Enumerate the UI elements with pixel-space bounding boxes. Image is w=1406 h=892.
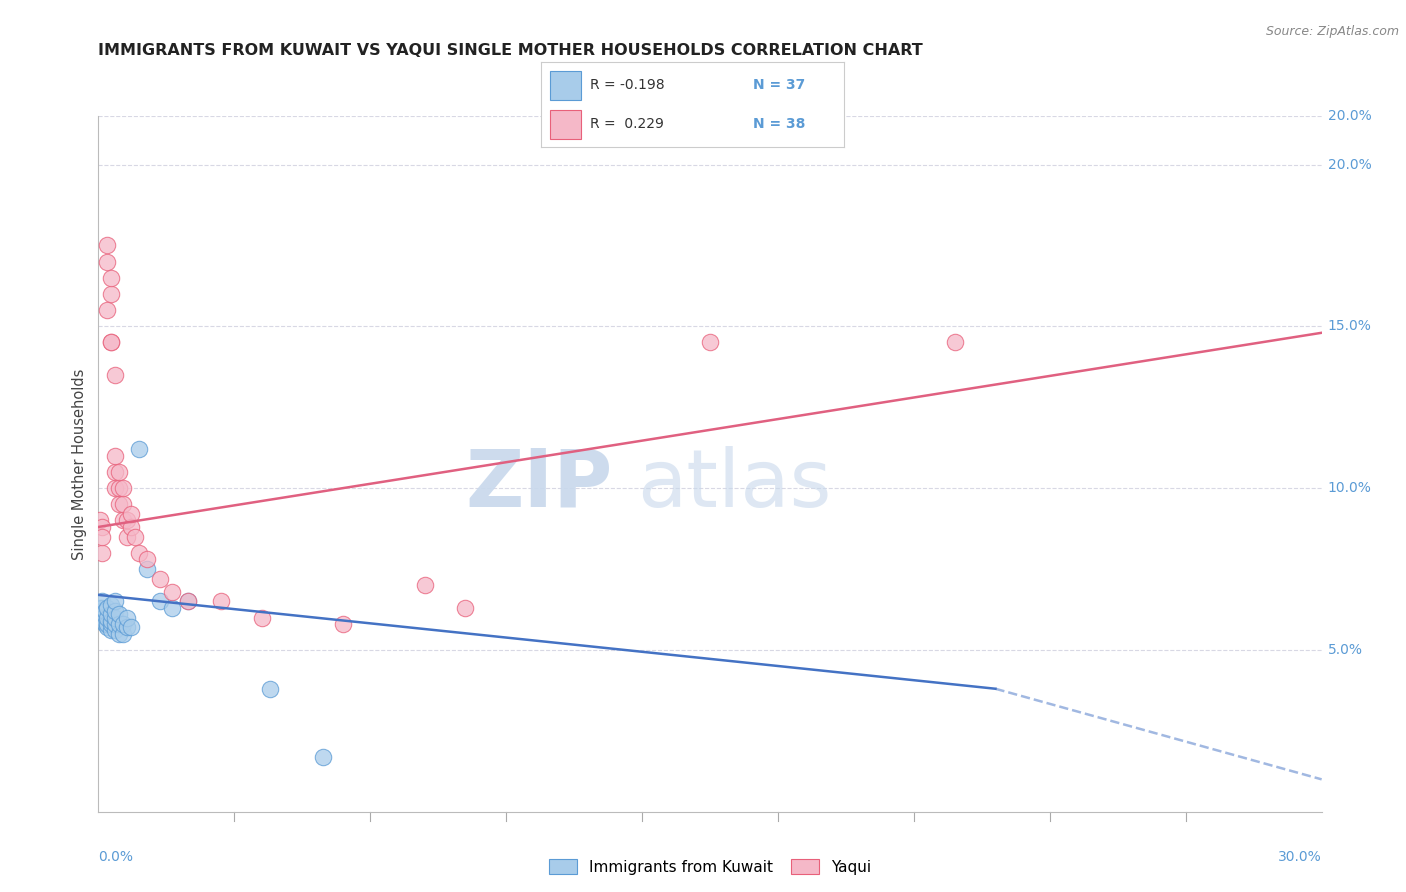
Point	[332, 617, 354, 632]
Point	[90, 520, 112, 534]
Point	[100, 335, 122, 350]
Point	[124, 530, 146, 544]
Point	[108, 617, 131, 632]
Point	[93, 617, 115, 632]
Text: N = 38: N = 38	[754, 118, 806, 131]
FancyBboxPatch shape	[550, 110, 581, 139]
Text: 15.0%: 15.0%	[1327, 319, 1372, 334]
Point	[100, 287, 122, 301]
Point	[177, 594, 200, 608]
Point	[104, 604, 127, 618]
Point	[108, 626, 131, 640]
Point	[100, 270, 122, 285]
Point	[128, 442, 150, 457]
Text: R =  0.229: R = 0.229	[589, 118, 664, 131]
Point	[104, 617, 127, 632]
Point	[104, 610, 127, 624]
Point	[120, 620, 142, 634]
Point	[93, 604, 115, 618]
Point	[115, 513, 138, 527]
Point	[100, 624, 122, 638]
Text: N = 37: N = 37	[754, 78, 806, 92]
Point	[413, 578, 436, 592]
Point	[104, 624, 127, 638]
Point	[111, 617, 134, 632]
Point	[149, 572, 172, 586]
Point	[91, 530, 114, 544]
Point	[312, 749, 335, 764]
Point	[100, 598, 122, 612]
Point	[96, 610, 118, 624]
Point	[115, 530, 138, 544]
Point	[100, 607, 122, 622]
Point	[91, 610, 114, 624]
Point	[91, 610, 114, 624]
Point	[96, 303, 118, 318]
Point	[91, 546, 114, 560]
Point	[111, 497, 134, 511]
Point	[90, 604, 112, 618]
Point	[100, 335, 122, 350]
Point	[104, 465, 127, 479]
Point	[160, 600, 183, 615]
Point	[91, 594, 114, 608]
Point	[111, 481, 134, 495]
Point	[699, 335, 721, 350]
Point	[108, 465, 131, 479]
FancyBboxPatch shape	[550, 71, 581, 100]
Text: 20.0%: 20.0%	[1327, 109, 1371, 123]
Legend: Immigrants from Kuwait, Yaqui: Immigrants from Kuwait, Yaqui	[543, 853, 877, 880]
Point	[115, 620, 138, 634]
Point	[250, 610, 273, 624]
Point	[100, 617, 122, 632]
Text: IMMIGRANTS FROM KUWAIT VS YAQUI SINGLE MOTHER HOUSEHOLDS CORRELATION CHART: IMMIGRANTS FROM KUWAIT VS YAQUI SINGLE M…	[98, 43, 924, 58]
Point	[100, 614, 122, 628]
Point	[149, 594, 172, 608]
Text: ZIP: ZIP	[465, 446, 612, 524]
Point	[259, 681, 281, 696]
Point	[89, 600, 111, 615]
Point	[108, 497, 131, 511]
Point	[454, 600, 477, 615]
Text: 10.0%: 10.0%	[1327, 481, 1372, 495]
Point	[108, 607, 131, 622]
Point	[91, 600, 114, 615]
Point	[104, 481, 127, 495]
Point	[108, 481, 131, 495]
Text: 0.0%: 0.0%	[98, 850, 134, 864]
Point	[120, 520, 142, 534]
Point	[104, 449, 127, 463]
Point	[128, 546, 150, 560]
Text: Source: ZipAtlas.com: Source: ZipAtlas.com	[1265, 25, 1399, 38]
Text: 20.0%: 20.0%	[1327, 158, 1371, 171]
Point	[111, 513, 134, 527]
Point	[115, 610, 138, 624]
Point	[104, 368, 127, 382]
Text: atlas: atlas	[637, 446, 831, 524]
Point	[89, 513, 111, 527]
Point	[96, 620, 118, 634]
Point	[96, 600, 118, 615]
Text: 30.0%: 30.0%	[1278, 850, 1322, 864]
Point	[104, 594, 127, 608]
Point	[209, 594, 232, 608]
Point	[120, 507, 142, 521]
Point	[96, 617, 118, 632]
Point	[943, 335, 966, 350]
Point	[136, 562, 159, 576]
Point	[111, 626, 134, 640]
Y-axis label: Single Mother Households: Single Mother Households	[72, 368, 87, 559]
Text: R = -0.198: R = -0.198	[589, 78, 664, 92]
Point	[96, 254, 118, 268]
Point	[96, 238, 118, 252]
Point	[160, 584, 183, 599]
Text: 5.0%: 5.0%	[1327, 643, 1362, 657]
Point	[136, 552, 159, 566]
Point	[177, 594, 200, 608]
